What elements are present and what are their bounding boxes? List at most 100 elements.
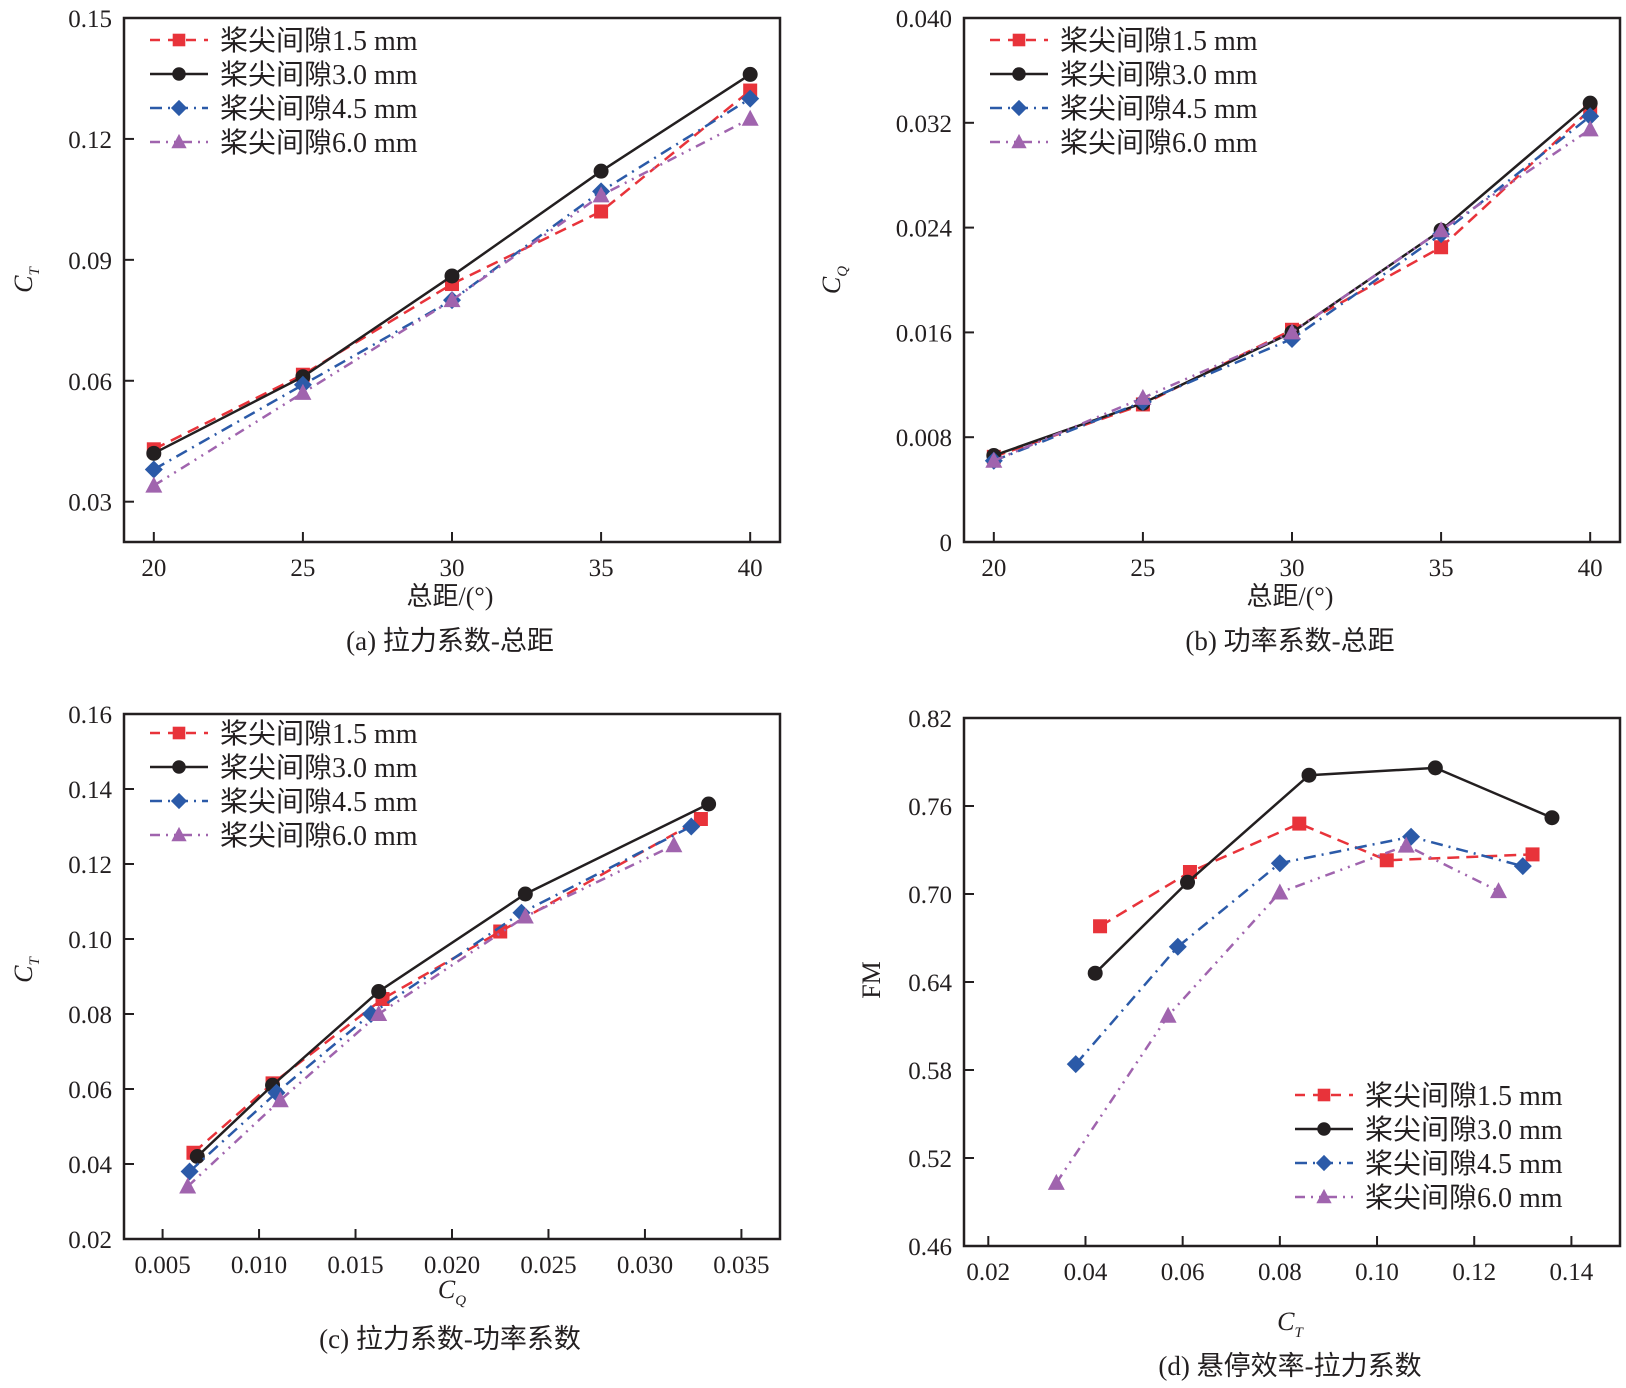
data-point — [1087, 965, 1103, 981]
y-tick-label: 0.46 — [908, 1234, 952, 1261]
x-tick-label: 0.06 — [1161, 1259, 1205, 1286]
legend-marker — [1011, 133, 1027, 149]
x-tick-label: 0.025 — [520, 1252, 576, 1279]
series-3 — [984, 107, 1600, 470]
x-tick-label: 0.005 — [134, 1252, 190, 1279]
x-tick-label: 0.08 — [1258, 1259, 1302, 1286]
data-point — [1159, 1006, 1177, 1023]
data-point — [1134, 388, 1152, 405]
chart-c: 0.005 0.010 0.015 0.020 0.025 0.030 0.035 0.02 0… — [9, 702, 782, 1354]
legend-label: 桨尖间隙1.5 mm — [220, 718, 418, 750]
y-tick-label: 0.82 — [908, 706, 952, 733]
data-point — [145, 476, 163, 493]
series-2 — [1087, 760, 1560, 981]
data-point — [1513, 857, 1532, 876]
data-point — [371, 984, 387, 999]
data-point — [1581, 107, 1600, 126]
series-line — [1099, 822, 1533, 928]
chart-caption: (a) 拉力系数-总距 — [346, 626, 554, 656]
legend-label: 桨尖间隙4.5 mm — [220, 93, 418, 125]
x-axis-label: 总距/(°) — [1247, 582, 1334, 611]
data-point — [444, 268, 460, 284]
series-1 — [186, 812, 708, 1160]
series-2 — [146, 66, 758, 461]
data-point — [1180, 874, 1196, 890]
series-2 — [189, 796, 717, 1164]
legend-marker — [1012, 67, 1026, 81]
data-point — [1490, 882, 1508, 899]
legend-label: 桨尖间隙3.0 mm — [220, 59, 418, 91]
y-tick-label: 0.14 — [68, 777, 112, 804]
legend-marker — [172, 33, 186, 47]
data-point — [741, 89, 760, 108]
x-tick-label: 0.015 — [327, 1252, 383, 1279]
x-tick-label: 0.035 — [713, 1252, 769, 1279]
x-axis-label: 总距/(°) — [407, 582, 494, 611]
data-point — [370, 1005, 388, 1021]
series-4 — [985, 120, 1599, 468]
y-tick-label: 0.032 — [896, 111, 952, 138]
legend-label: 桨尖间隙3.0 mm — [1060, 59, 1258, 91]
legend-marker — [1317, 1122, 1331, 1136]
y-axis-label: CT — [9, 266, 43, 293]
series-line — [1074, 835, 1524, 1065]
x-tick-label: 40 — [738, 555, 763, 582]
chart-caption: (c) 拉力系数-功率系数 — [319, 1324, 581, 1354]
y-tick-label: 0.58 — [908, 1058, 952, 1085]
y-tick-label: 0.06 — [68, 369, 112, 396]
series-3 — [1066, 827, 1532, 1074]
y-tick-label: 0.016 — [896, 320, 952, 347]
x-tick-label: 0.030 — [617, 1252, 673, 1279]
y-tick-label: 0.02 — [68, 1227, 112, 1254]
legend-marker — [1315, 1154, 1333, 1172]
y-tick-label: 0.52 — [908, 1146, 952, 1173]
data-point — [1582, 95, 1598, 111]
y-tick-label: 0.03 — [68, 490, 112, 517]
data-point — [517, 886, 533, 902]
data-point — [665, 836, 683, 853]
data-point — [1581, 120, 1599, 137]
chart-caption: (b) 功率系数-总距 — [1185, 626, 1394, 656]
legend-marker — [172, 726, 186, 740]
y-tick-label: 0.16 — [68, 702, 112, 729]
data-point — [1271, 883, 1289, 900]
y-tick-label: 0.008 — [896, 425, 952, 452]
series-line — [993, 115, 1591, 462]
data-point — [443, 291, 461, 308]
legend-label: 桨尖间隙1.5 mm — [1365, 1080, 1563, 1112]
series-4 — [145, 109, 759, 493]
chart-a: 20 25 30 35 40 0.03 0.06 0.09 0.12 0.15 总距/(°) CT (a… — [9, 6, 782, 656]
x-tick-label: 20 — [981, 555, 1006, 582]
x-tick-label: 25 — [1130, 555, 1155, 582]
y-axis-label: FM — [857, 961, 886, 999]
y-tick-label: 0.040 — [896, 6, 952, 33]
data-point — [146, 445, 162, 461]
x-tick-label: 0.10 — [1355, 1259, 1399, 1286]
legend-marker — [1010, 99, 1028, 117]
legend-label: 桨尖间隙1.5 mm — [1060, 25, 1258, 57]
series-1 — [1093, 816, 1540, 934]
legend-label: 桨尖间隙4.5 mm — [1365, 1148, 1563, 1180]
series-line — [993, 108, 1592, 459]
y-tick-label: 0.024 — [896, 216, 953, 243]
data-point — [1525, 847, 1540, 862]
y-tick-label: 0.04 — [68, 1152, 112, 1179]
legend-label: 桨尖间隙4.5 mm — [220, 786, 418, 818]
legend-marker — [171, 133, 187, 149]
x-tick-label: 0.010 — [231, 1252, 287, 1279]
data-point — [701, 796, 717, 812]
x-tick-label: 0.02 — [966, 1259, 1010, 1286]
data-point — [741, 109, 759, 126]
y-tick-label: 0.12 — [68, 127, 112, 154]
legend-marker — [172, 67, 186, 81]
data-point — [1434, 240, 1449, 255]
data-point — [985, 451, 1003, 468]
y-tick-label: 0.76 — [908, 794, 952, 821]
data-point — [144, 460, 163, 479]
series-3 — [180, 817, 701, 1181]
series-line — [153, 89, 751, 451]
